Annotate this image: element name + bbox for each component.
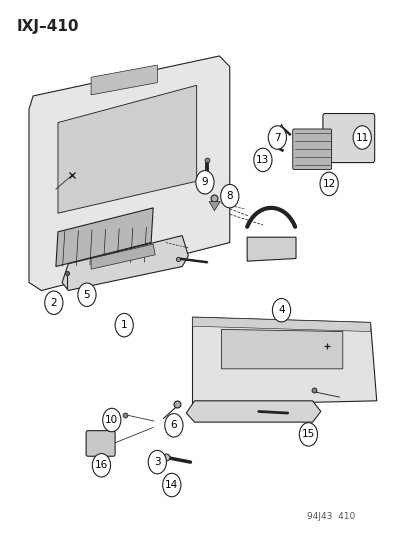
Text: 2: 2	[50, 298, 57, 308]
Polygon shape	[221, 329, 342, 369]
Text: 16: 16	[95, 461, 108, 470]
Text: 12: 12	[322, 179, 335, 189]
Text: 3: 3	[154, 457, 160, 467]
Polygon shape	[91, 65, 157, 95]
Circle shape	[45, 291, 63, 314]
Polygon shape	[192, 317, 376, 405]
Circle shape	[102, 408, 121, 432]
Text: 15: 15	[301, 430, 314, 439]
Circle shape	[195, 171, 214, 194]
Text: 13: 13	[256, 155, 269, 165]
Circle shape	[272, 298, 290, 322]
Circle shape	[220, 184, 238, 208]
Text: 94J43  410: 94J43 410	[306, 512, 354, 521]
Circle shape	[352, 126, 370, 149]
Text: 8: 8	[226, 191, 233, 201]
Polygon shape	[192, 317, 370, 332]
FancyBboxPatch shape	[322, 114, 374, 163]
Text: 6: 6	[170, 421, 177, 430]
Circle shape	[268, 126, 286, 149]
Text: IXJ–410: IXJ–410	[17, 19, 79, 34]
Polygon shape	[29, 56, 229, 290]
Circle shape	[162, 473, 180, 497]
Circle shape	[299, 423, 317, 446]
Polygon shape	[62, 236, 188, 290]
Text: 1: 1	[121, 320, 127, 330]
Circle shape	[78, 283, 96, 306]
Circle shape	[253, 148, 271, 172]
Circle shape	[319, 172, 337, 196]
FancyBboxPatch shape	[86, 431, 115, 456]
Text: 10: 10	[105, 415, 118, 425]
Text: 4: 4	[278, 305, 284, 315]
Text: 9: 9	[201, 177, 208, 187]
Circle shape	[148, 450, 166, 474]
Polygon shape	[58, 85, 196, 213]
Circle shape	[164, 414, 183, 437]
Polygon shape	[56, 208, 153, 266]
FancyBboxPatch shape	[292, 129, 331, 169]
Polygon shape	[186, 401, 320, 422]
Text: 5: 5	[83, 290, 90, 300]
Text: 11: 11	[355, 133, 368, 142]
Polygon shape	[209, 201, 220, 211]
Circle shape	[92, 454, 110, 477]
Polygon shape	[247, 237, 295, 261]
Polygon shape	[91, 244, 155, 269]
Text: 14: 14	[165, 480, 178, 490]
Text: 7: 7	[273, 133, 280, 142]
Circle shape	[115, 313, 133, 337]
